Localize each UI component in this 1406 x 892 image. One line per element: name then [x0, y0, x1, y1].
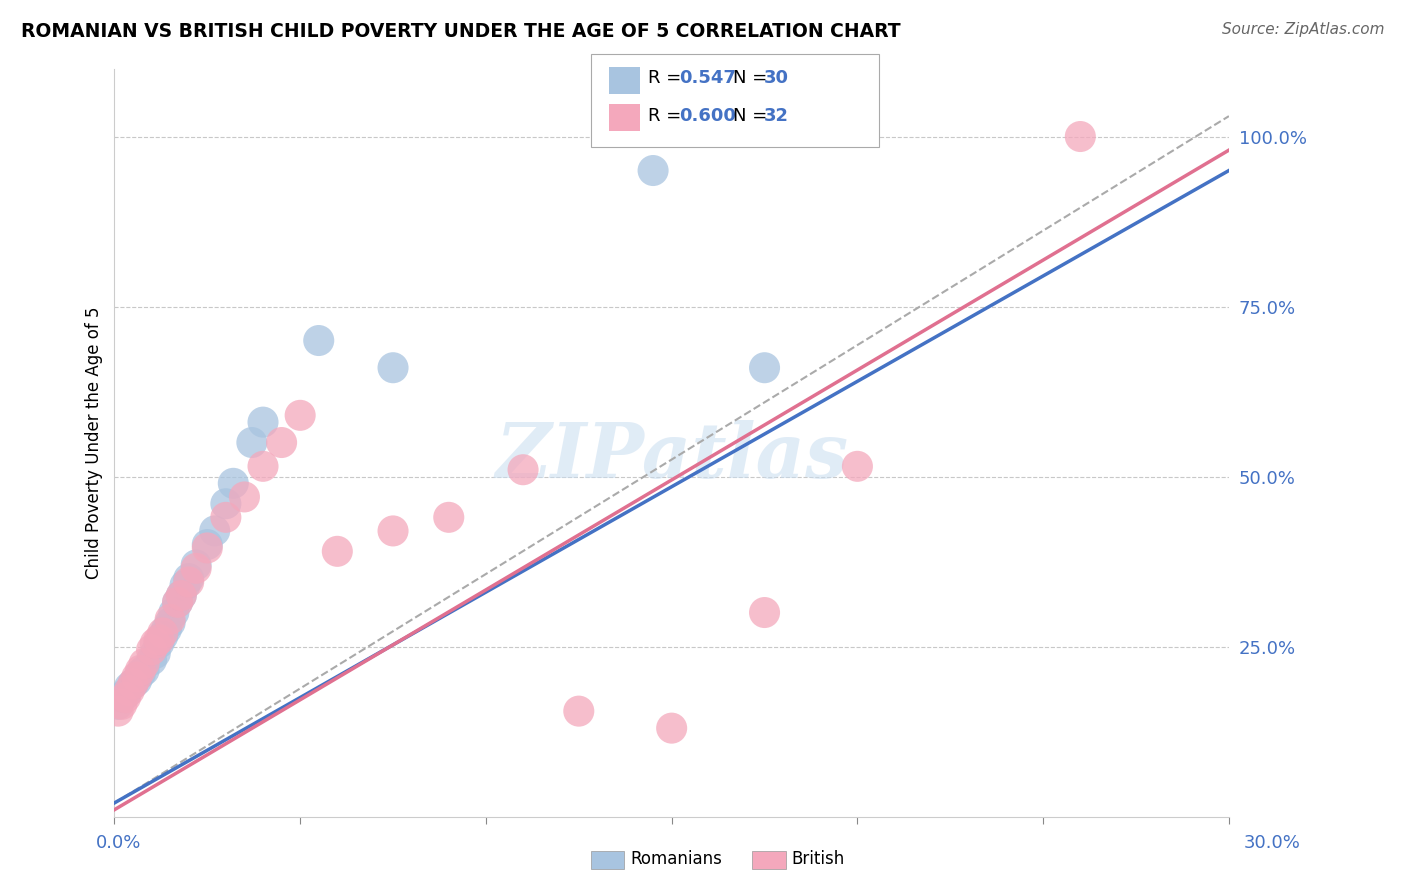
Point [177, 572, 200, 586]
Point [152, 626, 174, 640]
Point [114, 687, 136, 701]
Point [174, 578, 197, 592]
Point [152, 629, 174, 643]
Point [170, 589, 193, 603]
Point [222, 476, 245, 491]
Point [326, 544, 349, 558]
Point [125, 670, 148, 684]
Text: 32: 32 [763, 107, 789, 125]
Point [382, 524, 405, 538]
Text: R =: R = [648, 107, 688, 125]
Point [148, 636, 170, 650]
Point [118, 681, 141, 695]
Point [643, 163, 665, 178]
Point [204, 524, 226, 538]
Point [166, 595, 188, 609]
Point [111, 690, 134, 705]
Text: Romanians: Romanians [630, 850, 721, 868]
Point [129, 666, 152, 681]
Point [233, 490, 256, 504]
Y-axis label: Child Poverty Under the Age of 5: Child Poverty Under the Age of 5 [86, 306, 103, 579]
Point [125, 673, 148, 688]
Point [114, 690, 136, 705]
Point [568, 704, 591, 718]
Point [195, 537, 218, 551]
Point [141, 653, 163, 667]
Point [437, 510, 460, 524]
Point [846, 459, 869, 474]
Point [134, 657, 156, 671]
Point [155, 623, 177, 637]
Point [170, 589, 193, 603]
Point [186, 561, 208, 575]
Text: N =: N = [733, 107, 772, 125]
Text: British: British [792, 850, 845, 868]
Point [159, 612, 181, 626]
Point [240, 435, 263, 450]
Point [111, 698, 134, 712]
Point [107, 704, 129, 718]
Point [252, 415, 274, 429]
Point [382, 360, 405, 375]
Point [195, 541, 218, 555]
Point [166, 595, 188, 609]
Point [1069, 129, 1091, 144]
Text: N =: N = [733, 69, 772, 87]
Text: Source: ZipAtlas.com: Source: ZipAtlas.com [1222, 22, 1385, 37]
Point [159, 615, 181, 630]
Point [661, 721, 683, 735]
Point [148, 632, 170, 647]
Text: R =: R = [648, 69, 688, 87]
Text: ROMANIAN VS BRITISH CHILD POVERTY UNDER THE AGE OF 5 CORRELATION CHART: ROMANIAN VS BRITISH CHILD POVERTY UNDER … [21, 22, 901, 41]
Point [252, 459, 274, 474]
Point [308, 334, 330, 348]
Point [118, 683, 141, 698]
Point [143, 646, 166, 660]
Text: 0.547: 0.547 [679, 69, 735, 87]
Text: 30: 30 [763, 69, 789, 87]
Point [134, 663, 156, 677]
Point [143, 636, 166, 650]
Point [177, 574, 200, 589]
Point [186, 558, 208, 572]
Point [270, 435, 292, 450]
Text: 0.600: 0.600 [679, 107, 735, 125]
Point [107, 698, 129, 712]
Point [215, 497, 238, 511]
Point [512, 463, 534, 477]
Text: 30.0%: 30.0% [1244, 834, 1301, 852]
Point [288, 409, 311, 423]
Point [141, 643, 163, 657]
Point [122, 677, 145, 691]
Text: 0.0%: 0.0% [96, 834, 141, 852]
Point [754, 606, 776, 620]
Text: ZIPatlas: ZIPatlas [495, 420, 848, 494]
Point [129, 663, 152, 677]
Point [754, 360, 776, 375]
Point [163, 606, 186, 620]
Point [122, 677, 145, 691]
Point [215, 510, 238, 524]
